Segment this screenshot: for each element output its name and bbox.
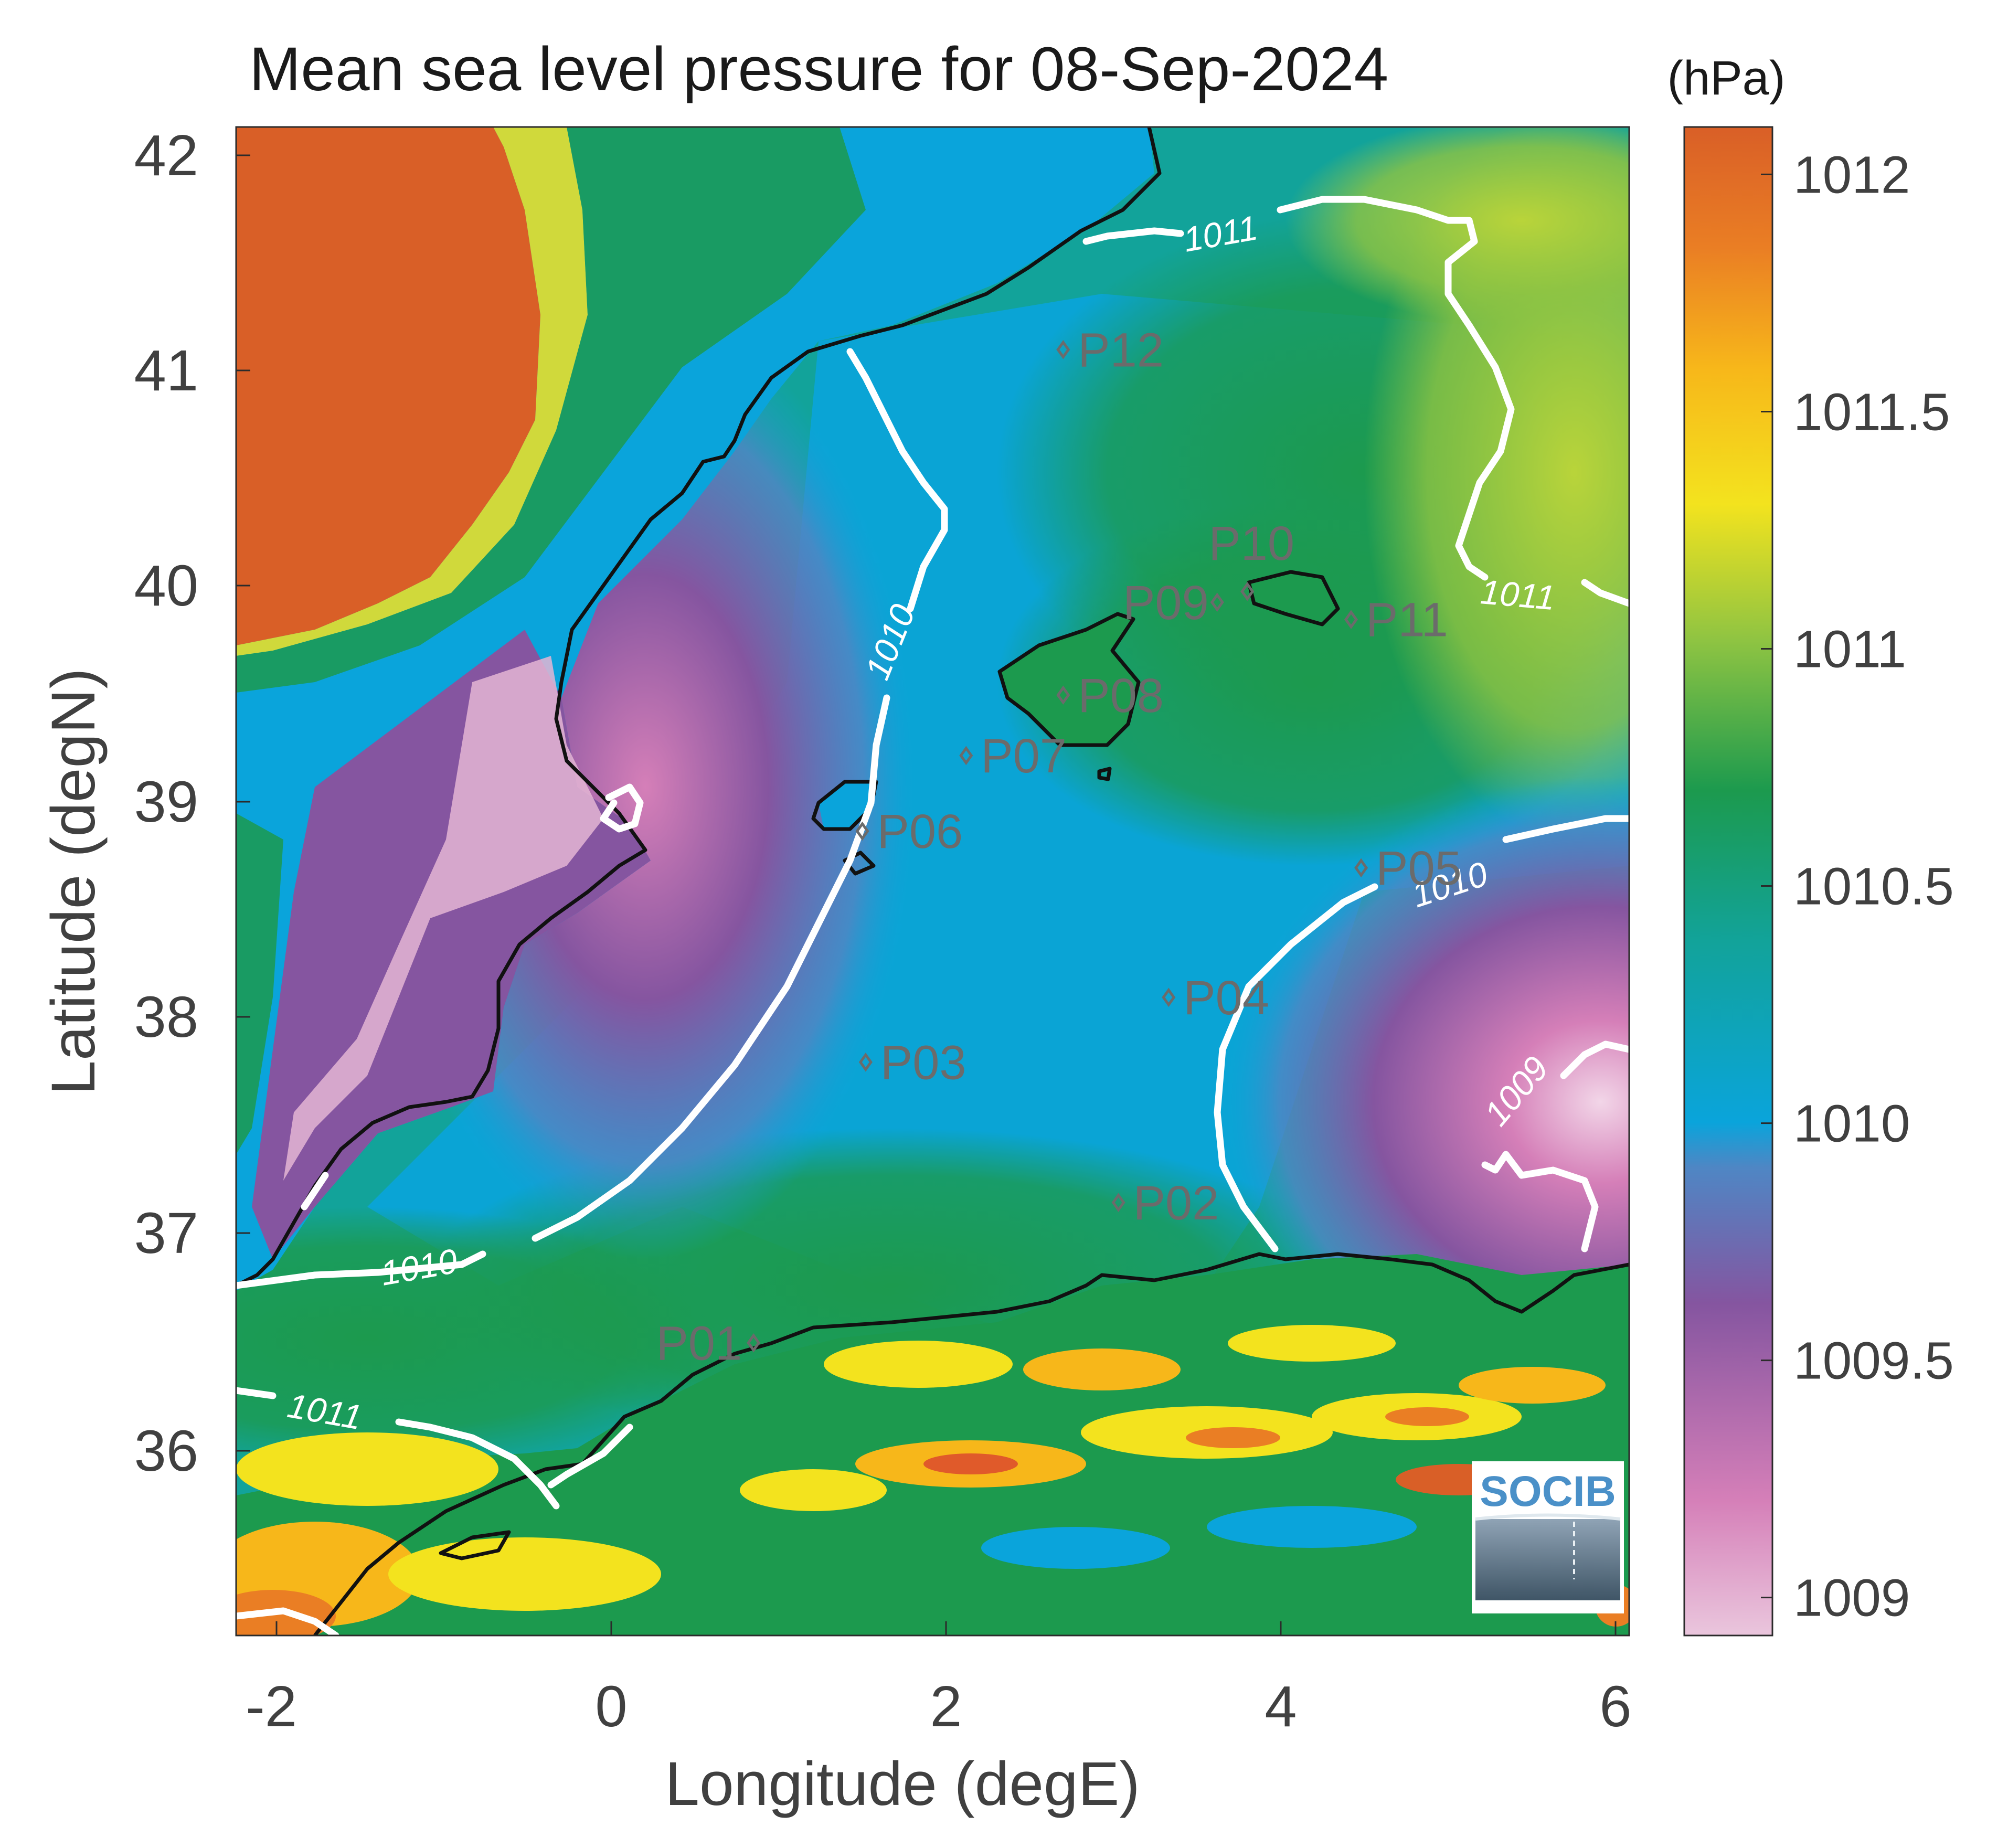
isobar-contours xyxy=(236,196,1629,1635)
contour-label: 1011 xyxy=(1479,572,1557,617)
station-label: P09 xyxy=(1123,576,1209,630)
socib-logo: SOCIB xyxy=(1472,1461,1624,1613)
x-tick-label: 4 xyxy=(1265,1674,1297,1739)
contour-labels: 1009 1010 1010 1010 1011 1011 1011 xyxy=(285,208,1557,1437)
station-marker-icon xyxy=(858,1052,873,1072)
station-marker-icon xyxy=(1354,858,1368,878)
station-p03: P03 xyxy=(858,1036,966,1089)
station-label: P11 xyxy=(1366,593,1448,647)
cabrera-coastline xyxy=(1097,767,1112,781)
alboran-island-coastline xyxy=(439,1530,511,1560)
x-axis-label: Longitude (degE) xyxy=(665,1749,1140,1819)
station-marker-icon xyxy=(1162,987,1176,1007)
colorbar-tick-label: 1009.5 xyxy=(1793,1332,1954,1390)
station-label: P01 xyxy=(656,1316,742,1370)
menorca-land xyxy=(1249,572,1338,624)
station-p01: P01 xyxy=(656,1316,761,1370)
station-p05: P05 xyxy=(1354,842,1462,895)
iberian-coastline xyxy=(236,127,1162,1288)
isobar-1009-east xyxy=(1481,1040,1629,1252)
iberia-interior-high xyxy=(236,127,540,645)
map-title: Mean sea level pressure for 08-Sep-2024 xyxy=(249,35,1388,104)
isobar-1011-sw xyxy=(236,1607,339,1635)
isobar-1011-south xyxy=(236,1387,633,1510)
colorbar-ticks: 1009 1009.5 1010 1010.5 1011 1011.5 1012 xyxy=(1761,145,1954,1628)
station-label: P08 xyxy=(1078,669,1164,723)
station-label: P04 xyxy=(1183,971,1269,1025)
coastlines xyxy=(236,127,1629,1635)
station-marker-icon xyxy=(1056,685,1070,705)
isobar-1009-sw xyxy=(301,1172,329,1210)
station-p06: P06 xyxy=(855,805,963,858)
y-tick-label: 36 xyxy=(134,1419,198,1483)
x-tick-label: 2 xyxy=(930,1674,962,1739)
isobar-1010-west xyxy=(236,348,948,1289)
station-marker-icon xyxy=(855,821,869,841)
y-tick-label: 41 xyxy=(134,338,198,403)
y-tick-label: 39 xyxy=(134,770,198,834)
x-tick-label: 6 xyxy=(1599,1674,1631,1739)
ibiza-coastline xyxy=(811,780,878,831)
station-marker-icon xyxy=(1210,592,1224,612)
x-tick-label: 0 xyxy=(595,1674,627,1739)
station-label: P03 xyxy=(880,1036,966,1089)
y-tick-label: 38 xyxy=(134,985,198,1049)
station-label: P07 xyxy=(981,729,1067,783)
y-tick-label: 40 xyxy=(134,554,198,618)
colorbar-tick-label: 1010 xyxy=(1793,1095,1910,1153)
y-tick-label: 42 xyxy=(134,123,198,188)
iberia-green-south xyxy=(236,813,283,1154)
station-p08: P08 xyxy=(1056,669,1164,723)
isobar-1011-north xyxy=(1082,196,1629,607)
isobar-1009-west xyxy=(600,783,644,833)
colorbar-tick-label: 1012 xyxy=(1793,145,1910,204)
station-marker-icon xyxy=(1111,1193,1125,1213)
iberia-yellow-band xyxy=(236,127,588,656)
iberia-green-band xyxy=(236,127,866,693)
station-p02: P02 xyxy=(1111,1176,1219,1230)
colorbar-unit: (hPa) xyxy=(1667,51,1786,105)
station-label: P10 xyxy=(1208,517,1294,570)
station-marker-icon xyxy=(1344,610,1358,630)
station-p04: P04 xyxy=(1162,971,1269,1025)
sea-yellowgreen-area xyxy=(1285,127,1629,325)
colorbar-gradient xyxy=(1683,126,1773,1637)
station-p07: P07 xyxy=(959,729,1067,783)
colorbar-tick-label: 1011 xyxy=(1793,620,1906,678)
station-marker-icon xyxy=(1056,340,1070,359)
station-marker-icon xyxy=(959,746,973,766)
station-p11: P11 xyxy=(1344,593,1448,647)
y-axis-label: Latitude (degN) xyxy=(39,668,108,1095)
station-label: P05 xyxy=(1376,842,1462,895)
x-axis: -2 0 2 4 6 Longitude (degE) xyxy=(246,1674,1632,1819)
north-african-coastline xyxy=(313,1252,1629,1635)
station-label: P06 xyxy=(877,805,963,858)
mallorca-coastline xyxy=(997,612,1141,747)
socib-logo-text: SOCIB xyxy=(1480,1468,1616,1515)
station-p10: P10 xyxy=(1208,517,1294,601)
station-p09: P09 xyxy=(1123,576,1224,630)
station-label: P12 xyxy=(1078,323,1164,377)
y-tick-label: 37 xyxy=(134,1201,198,1266)
station-label: P02 xyxy=(1133,1176,1219,1230)
isobar-1010-east xyxy=(1214,815,1629,1252)
station-marker-icon xyxy=(747,1333,761,1353)
mallorca-land xyxy=(1000,614,1139,745)
menorca-coastline xyxy=(1247,570,1340,626)
colorbar-tick-label: 1010.5 xyxy=(1793,857,1954,916)
x-tick-label: -2 xyxy=(246,1674,297,1739)
colorbar: (hPa) 1009 1009.5 1010 1010.5 1011 1011.5 1012 xyxy=(1667,51,1954,1637)
station-marker-icon xyxy=(1240,581,1255,601)
colorbar-tick-label: 1011.5 xyxy=(1793,383,1950,441)
axis-tick-marks xyxy=(236,154,1617,1635)
station-p12: P12 xyxy=(1056,323,1164,377)
map-plot-area: 1009 1010 1010 1010 1011 1011 1011 P01P0… xyxy=(236,127,1629,1635)
colorbar-tick-label: 1009 xyxy=(1793,1569,1910,1628)
iberia-pink-area xyxy=(283,656,603,1181)
plot-border xyxy=(235,126,1630,1637)
y-axis: 36 37 38 39 40 41 42 Latitude (degN) xyxy=(39,123,198,1483)
